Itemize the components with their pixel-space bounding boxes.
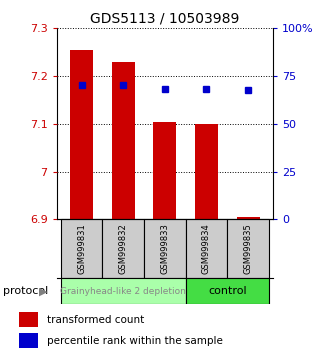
Bar bbox=[70, 50, 93, 219]
Text: GSM999834: GSM999834 bbox=[202, 223, 211, 274]
Text: control: control bbox=[208, 286, 246, 296]
Text: ▶: ▶ bbox=[39, 286, 48, 296]
Title: GDS5113 / 10503989: GDS5113 / 10503989 bbox=[90, 12, 239, 26]
Text: percentile rank within the sample: percentile rank within the sample bbox=[47, 336, 223, 346]
Bar bbox=[195, 124, 218, 219]
Bar bbox=[61, 219, 103, 278]
Text: transformed count: transformed count bbox=[47, 315, 144, 325]
Bar bbox=[103, 219, 144, 278]
Text: protocol: protocol bbox=[3, 286, 49, 296]
Text: GSM999835: GSM999835 bbox=[243, 223, 253, 274]
Text: GSM999831: GSM999831 bbox=[77, 223, 86, 274]
Bar bbox=[227, 219, 269, 278]
Bar bbox=[186, 278, 269, 304]
Bar bbox=[186, 219, 227, 278]
Bar bbox=[144, 219, 186, 278]
Text: GSM999832: GSM999832 bbox=[119, 223, 128, 274]
Text: GSM999833: GSM999833 bbox=[160, 223, 169, 274]
Bar bbox=[19, 312, 38, 327]
Bar bbox=[19, 333, 38, 348]
Text: Grainyhead-like 2 depletion: Grainyhead-like 2 depletion bbox=[60, 287, 186, 296]
Bar bbox=[237, 217, 259, 219]
Bar bbox=[154, 121, 176, 219]
Bar bbox=[61, 278, 186, 304]
Bar bbox=[112, 62, 135, 219]
